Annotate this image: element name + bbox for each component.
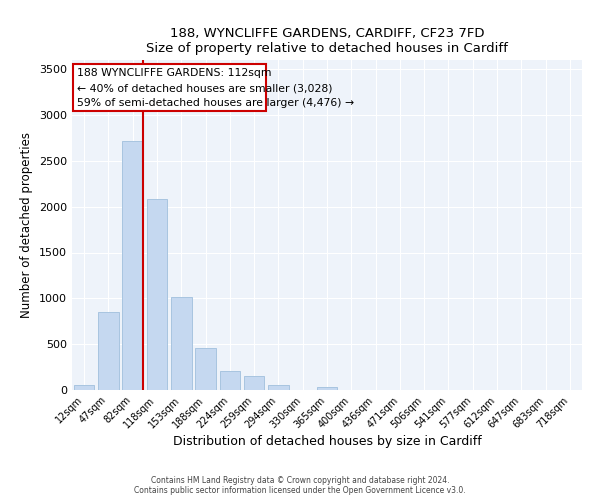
Y-axis label: Number of detached properties: Number of detached properties: [20, 132, 34, 318]
Text: 188 WYNCLIFFE GARDENS: 112sqm
← 40% of detached houses are smaller (3,028)
59% o: 188 WYNCLIFFE GARDENS: 112sqm ← 40% of d…: [77, 68, 354, 108]
Bar: [73, 64, 266, 112]
Text: Contains HM Land Registry data © Crown copyright and database right 2024.
Contai: Contains HM Land Registry data © Crown c…: [134, 476, 466, 495]
Bar: [122, 140, 143, 390]
X-axis label: Distribution of detached houses by size in Cardiff: Distribution of detached houses by size …: [173, 436, 481, 448]
Bar: [244, 376, 265, 390]
Bar: [74, 385, 94, 390]
Bar: [171, 298, 191, 390]
Bar: [317, 387, 337, 390]
Bar: [268, 385, 289, 390]
Bar: [146, 200, 167, 390]
Title: 188, WYNCLIFFE GARDENS, CARDIFF, CF23 7FD
Size of property relative to detached : 188, WYNCLIFFE GARDENS, CARDIFF, CF23 7F…: [146, 26, 508, 54]
Bar: [98, 312, 119, 390]
Bar: [220, 371, 240, 390]
Bar: [195, 348, 216, 390]
